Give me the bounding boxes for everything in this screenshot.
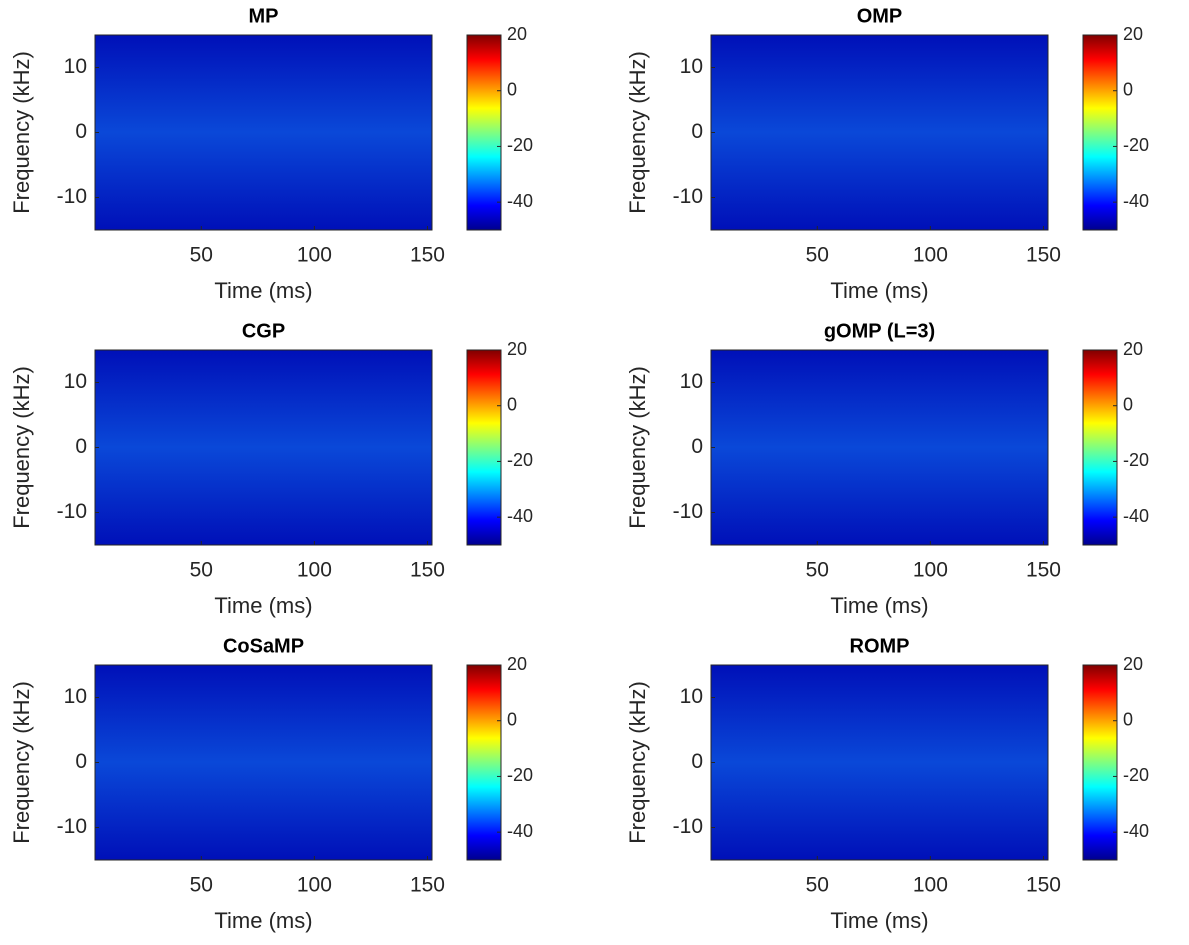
- colorbar-tick-label: 0: [1123, 709, 1133, 729]
- colorbar: [1082, 34, 1118, 231]
- y-axis-label: Frequency (kHz): [9, 51, 34, 214]
- x-axis-label: Time (ms): [830, 908, 928, 933]
- spectrogram-image: [711, 665, 1048, 860]
- x-axis-label: Time (ms): [214, 278, 312, 303]
- y-tick-label: 0: [75, 750, 87, 773]
- y-tick-label: 0: [691, 435, 703, 458]
- colorbar-tick-label: -20: [507, 765, 533, 785]
- colorbar-tick-label: 0: [1123, 79, 1133, 99]
- x-axis-label: Time (ms): [214, 593, 312, 618]
- colorbar-tick-label: -40: [507, 506, 533, 526]
- y-tick-label: 10: [680, 370, 703, 393]
- x-tick-label: 150: [410, 874, 445, 897]
- colorbar: [1082, 664, 1118, 861]
- chart-title: MP: [249, 5, 279, 27]
- y-tick-label: 10: [64, 55, 87, 78]
- x-tick-label: 150: [410, 559, 445, 582]
- colorbar-tick-label: 0: [507, 709, 517, 729]
- x-tick-label: 100: [297, 559, 332, 582]
- y-axis-label: Frequency (kHz): [9, 366, 34, 529]
- chart-title: CoSaMP: [223, 635, 304, 657]
- y-tick-label: -10: [57, 500, 87, 523]
- x-tick-label: 100: [297, 244, 332, 267]
- colorbar: [466, 34, 502, 231]
- y-axis-label: Frequency (kHz): [625, 681, 650, 844]
- colorbar-tick-label: 0: [507, 79, 517, 99]
- colorbar-tick-label: -20: [507, 135, 533, 155]
- x-axis-label: Time (ms): [830, 278, 928, 303]
- y-tick-label: 10: [64, 685, 87, 708]
- x-tick-label: 150: [1026, 244, 1061, 267]
- y-axis-label: Frequency (kHz): [9, 681, 34, 844]
- x-tick-label: 50: [806, 874, 829, 897]
- y-tick-label: -10: [673, 185, 703, 208]
- y-tick-label: -10: [673, 500, 703, 523]
- y-tick-label: 0: [691, 750, 703, 773]
- spectrogram-image: [711, 35, 1048, 230]
- colorbar-tick-label: -40: [1123, 821, 1149, 841]
- chart-title: gOMP (L=3): [824, 320, 935, 342]
- x-tick-label: 150: [410, 244, 445, 267]
- colorbar-tick-label: -40: [1123, 506, 1149, 526]
- y-tick-label: -10: [673, 815, 703, 838]
- colorbar-tick-label: 20: [507, 24, 527, 44]
- x-tick-label: 100: [913, 559, 948, 582]
- x-tick-label: 50: [190, 244, 213, 267]
- y-tick-label: -10: [57, 185, 87, 208]
- colorbar: [466, 349, 502, 546]
- x-tick-label: 150: [1026, 874, 1061, 897]
- x-axis-label: Time (ms): [830, 593, 928, 618]
- y-tick-label: -10: [57, 815, 87, 838]
- x-tick-label: 100: [297, 874, 332, 897]
- x-tick-label: 50: [806, 244, 829, 267]
- y-tick-label: 0: [75, 120, 87, 143]
- colorbar-tick-label: 20: [1123, 654, 1143, 674]
- x-tick-label: 50: [190, 874, 213, 897]
- colorbar-tick-label: -20: [507, 450, 533, 470]
- x-tick-label: 150: [1026, 559, 1061, 582]
- y-tick-label: 0: [691, 120, 703, 143]
- colorbar-tick-label: -40: [1123, 191, 1149, 211]
- y-tick-label: 10: [64, 370, 87, 393]
- x-tick-label: 100: [913, 244, 948, 267]
- chart-title: CGP: [242, 320, 285, 342]
- chart-title: ROMP: [850, 635, 910, 657]
- chart-title: OMP: [857, 5, 903, 27]
- y-axis-label: Frequency (kHz): [625, 366, 650, 529]
- colorbar-tick-label: -40: [507, 821, 533, 841]
- colorbar-tick-label: -20: [1123, 765, 1149, 785]
- colorbar: [1082, 349, 1118, 546]
- colorbar-tick-label: 0: [507, 394, 517, 414]
- y-tick-label: 0: [75, 435, 87, 458]
- x-tick-label: 50: [806, 559, 829, 582]
- colorbar-tick-label: 20: [507, 339, 527, 359]
- colorbar-tick-label: -20: [1123, 450, 1149, 470]
- x-tick-label: 100: [913, 874, 948, 897]
- colorbar: [466, 664, 502, 861]
- x-tick-label: 50: [190, 559, 213, 582]
- colorbar-tick-label: -40: [507, 191, 533, 211]
- colorbar-tick-label: 0: [1123, 394, 1133, 414]
- colorbar-tick-label: 20: [1123, 339, 1143, 359]
- y-tick-label: 10: [680, 55, 703, 78]
- spectrogram-image: [95, 350, 432, 545]
- x-axis-label: Time (ms): [214, 908, 312, 933]
- y-axis-label: Frequency (kHz): [625, 51, 650, 214]
- spectrogram-image: [95, 665, 432, 860]
- colorbar-tick-label: -20: [1123, 135, 1149, 155]
- spectrogram-image: [95, 35, 432, 230]
- y-tick-label: 10: [680, 685, 703, 708]
- colorbar-tick-label: 20: [1123, 24, 1143, 44]
- colorbar-tick-label: 20: [507, 654, 527, 674]
- spectrogram-image: [711, 350, 1048, 545]
